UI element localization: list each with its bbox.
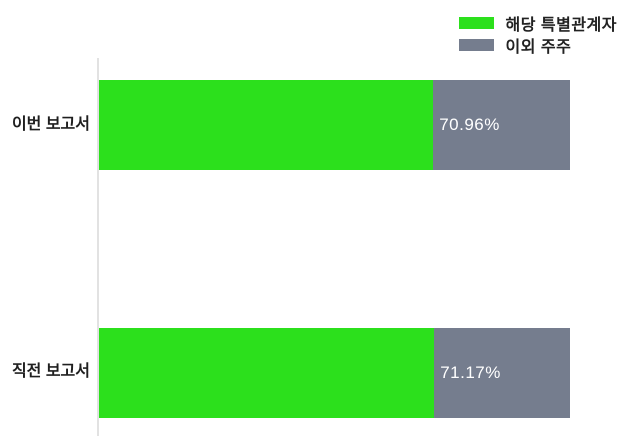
legend-swatch-gray [458,39,494,51]
category-label-current-report: 이번 보고서 [11,116,90,133]
legend-label-special-related: 해당 특별관계자 [505,17,617,34]
bar-segment-special-related [99,80,434,170]
legend: 해당 특별관계자 이외 주주 [458,12,618,56]
legend-item-other-shareholders: 이외 주주 [458,34,618,56]
bar-row-previous-report: 71.17% [99,328,570,418]
legend-item-special-related: 해당 특별관계자 [458,12,618,34]
legend-swatch-green [458,17,494,29]
value-label: 70.96% [439,115,500,134]
bar-row-current-report: 70.96% [99,80,570,170]
y-axis-line [97,58,99,436]
bar-segment-other-shareholders: 71.17% [434,328,570,418]
legend-label-other-shareholders: 이외 주주 [505,39,572,56]
bar-segment-special-related [99,328,435,418]
value-label: 71.17% [440,363,501,382]
bar-segment-other-shareholders: 70.96% [433,80,570,170]
category-label-previous-report: 직전 보고서 [11,363,90,380]
